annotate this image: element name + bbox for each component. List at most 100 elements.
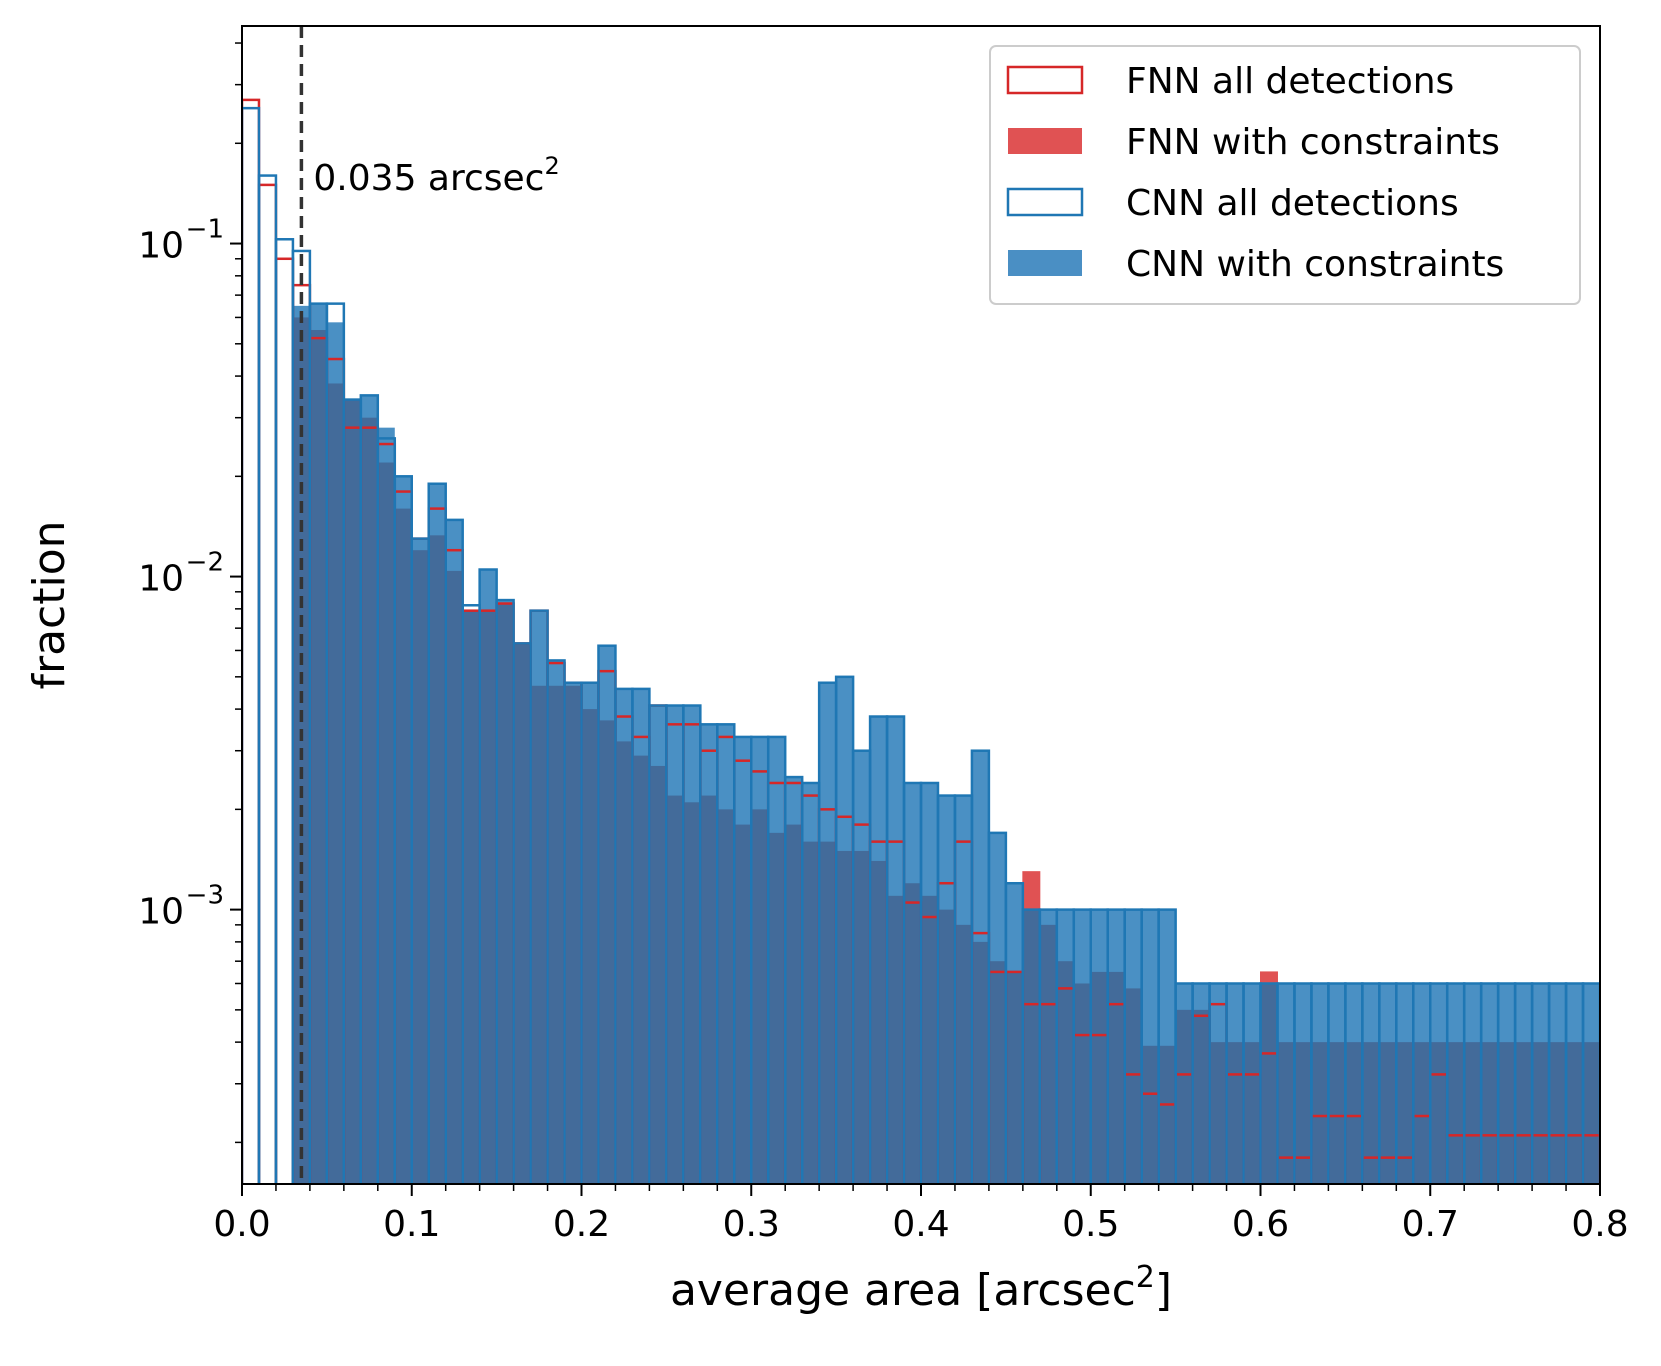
y-axis-label: fraction	[24, 520, 75, 689]
overlap-bar	[632, 755, 650, 1184]
overlap-bar	[1294, 1042, 1312, 1184]
overlap-bar	[751, 809, 769, 1184]
overlap-bar	[1158, 1045, 1176, 1184]
overlap-bar	[445, 570, 463, 1184]
overlap-bar	[462, 610, 480, 1184]
overlap-bar	[1413, 1042, 1431, 1184]
legend-label-fnn_con: FNN with constraints	[1126, 122, 1500, 163]
legend: FNN all detections FNN with constraints CN…	[989, 45, 1581, 305]
overlap-bar	[1549, 1042, 1567, 1184]
overlap-bar	[1022, 909, 1040, 1184]
overlap-bar	[564, 685, 582, 1184]
overlap-bar	[598, 720, 616, 1184]
overlap-bar	[649, 765, 667, 1184]
x-tick-label: 0.0	[213, 1204, 270, 1245]
overlap-bar	[1175, 1009, 1193, 1184]
overlap-bar	[1056, 961, 1074, 1184]
overlap-bar	[954, 924, 972, 1184]
overlap-bar	[1345, 1042, 1363, 1184]
overlap-bar	[513, 643, 531, 1184]
x-tick-label: 0.5	[1062, 1204, 1119, 1245]
overlap-bar	[615, 741, 633, 1184]
y-tick-exponent: −3	[186, 881, 224, 911]
overlap-bar	[666, 795, 684, 1184]
overlap-bar	[1141, 1045, 1159, 1184]
legend-label-cnn_con: CNN with constraints	[1126, 244, 1504, 285]
x-axis-label: average area [arcsec2]	[670, 1260, 1172, 1316]
overlap-bar	[1073, 983, 1091, 1184]
overlap-bar	[1362, 1042, 1380, 1184]
cnn-all-bar	[1581, 982, 1600, 1184]
overlap-bar	[1396, 1042, 1414, 1184]
overlap-bar	[530, 685, 548, 1184]
overlap-bar	[870, 860, 888, 1184]
overlap-bar	[394, 508, 412, 1184]
overlap-bar	[1005, 971, 1023, 1184]
x-tick-label: 0.7	[1402, 1204, 1459, 1245]
overlap-bar	[1498, 1042, 1516, 1184]
overlap-bar	[1379, 1042, 1397, 1184]
overlap-bar	[326, 383, 344, 1184]
x-tick-label: 0.1	[383, 1204, 440, 1245]
overlap-bar	[819, 841, 837, 1184]
threshold-label: 0.035 arcsec2	[313, 152, 559, 199]
overlap-bar	[1039, 924, 1057, 1184]
overlap-bar	[988, 961, 1006, 1184]
overlap-bar	[700, 795, 718, 1184]
overlap-bar	[1090, 971, 1108, 1184]
overlap-bar	[1464, 1042, 1482, 1184]
overlap-bar	[1209, 1042, 1227, 1184]
overlap-bar	[768, 832, 786, 1184]
overlap-bar	[683, 802, 701, 1184]
x-tick-label: 0.3	[723, 1204, 780, 1245]
overlap-bar	[411, 550, 429, 1184]
x-tick-label: 0.8	[1571, 1204, 1628, 1245]
x-tick-label: 0.6	[1232, 1204, 1289, 1245]
y-tick-exponent: −2	[186, 548, 224, 578]
axes-layer: 0.0 0.1 0.2 0.3 0.4 0.5 0.6 0.7 0.810−110−210 −3a…	[24, 25, 1629, 1316]
overlap-bar	[428, 535, 446, 1184]
overlap-bar	[1447, 1042, 1465, 1184]
overlap-bar	[1515, 1042, 1533, 1184]
overlap-bar	[937, 909, 955, 1184]
overlap-bar	[887, 895, 905, 1184]
overlap-bar	[1277, 1042, 1295, 1184]
overlap-bar	[1243, 1042, 1261, 1184]
y-tick-label: 10	[138, 559, 184, 600]
overlap-bar	[836, 850, 854, 1184]
overlap-bar	[496, 603, 514, 1184]
overlap-bar	[717, 809, 735, 1184]
overlap-bar	[904, 883, 921, 1184]
overlap-bar	[1583, 1042, 1600, 1184]
bars-layer	[242, 98, 1600, 1184]
overlap-bar	[377, 462, 395, 1184]
legend-label-fnn_all: FNN all detections	[1126, 61, 1454, 102]
overlap-bar	[785, 824, 803, 1184]
overlap-bar	[1311, 1042, 1329, 1184]
overlap-bar	[343, 399, 361, 1184]
legend-swatch-cnn_all	[1006, 187, 1084, 217]
overlap-bar	[1328, 1042, 1346, 1184]
overlap-bar	[547, 685, 565, 1184]
overlap-bar	[1566, 1042, 1584, 1184]
overlap-bar	[1226, 1042, 1244, 1184]
overlap-bar	[309, 330, 327, 1184]
legend-swatch-fnn_all	[1006, 65, 1084, 95]
threshold-layer: 0.035 arcsec2	[299, 26, 560, 1184]
overlap-bar	[734, 824, 752, 1184]
overlap-bar	[479, 610, 497, 1184]
overlap-bar	[581, 709, 599, 1184]
overlap-bar	[1192, 1009, 1210, 1184]
overlap-bar	[1260, 983, 1278, 1184]
overlap-bar	[802, 841, 820, 1184]
overlap-bar	[1532, 1042, 1550, 1184]
x-tick-label: 0.2	[553, 1204, 610, 1245]
overlap-bar	[1481, 1042, 1499, 1184]
y-tick-label: 10	[138, 226, 184, 267]
overlap-bar	[971, 941, 989, 1184]
overlap-bar	[1430, 1042, 1448, 1184]
y-tick-label: 10	[138, 892, 184, 933]
overlap-bar	[1107, 971, 1125, 1184]
legend-swatch-cnn_con	[1008, 250, 1082, 276]
